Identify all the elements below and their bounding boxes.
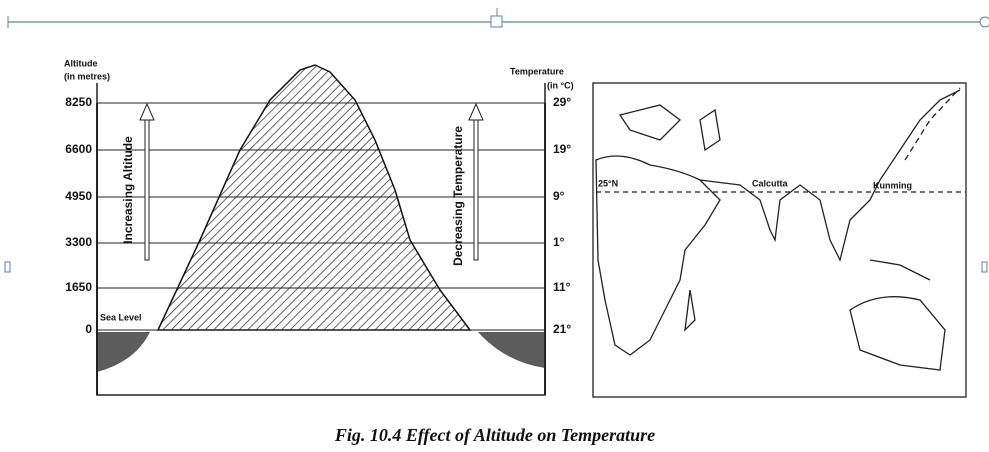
temperature-label: 21° — [553, 322, 571, 336]
altitude-label: 8250 — [65, 95, 92, 109]
temperature-label: 1° — [553, 235, 565, 249]
city-label: Calcutta — [752, 178, 789, 188]
temperature-label: 19° — [553, 142, 571, 156]
axis-title: Temperature — [510, 66, 564, 76]
altitude-label: 3300 — [65, 235, 92, 249]
resize-handle[interactable] — [490, 15, 503, 28]
arrow-label: Decreasing Temperature — [451, 126, 465, 266]
sea-level-label: Sea Level — [100, 312, 142, 322]
document-frame — [4, 8, 989, 273]
temperature-label: 29° — [553, 95, 571, 109]
axis-unit: (in metres) — [64, 71, 110, 81]
altitude-label: 4950 — [65, 189, 92, 203]
latitude-label: 25°N — [598, 178, 618, 188]
city-label: Kunming — [873, 180, 912, 190]
temperature-label: 11° — [553, 280, 571, 294]
altitude-label: 0 — [85, 322, 92, 336]
axis-title: Altitude — [64, 58, 98, 68]
altitude-label: 1650 — [65, 280, 92, 294]
altitude-diagram: Increasing Altitude Decreasing Temperatu… — [64, 58, 574, 396]
temperature-label: 9° — [553, 189, 565, 203]
side-handle[interactable] — [981, 261, 988, 273]
side-handle[interactable] — [4, 261, 11, 273]
axis-unit: (in °C) — [547, 80, 574, 90]
arrow-label: Increasing Altitude — [121, 136, 135, 244]
map — [592, 82, 967, 398]
rotate-handle[interactable] — [979, 16, 989, 28]
caption: Fig. 10.4 Effect of Altitude on Temperat… — [334, 425, 655, 445]
altitude-label: 6600 — [65, 142, 92, 156]
